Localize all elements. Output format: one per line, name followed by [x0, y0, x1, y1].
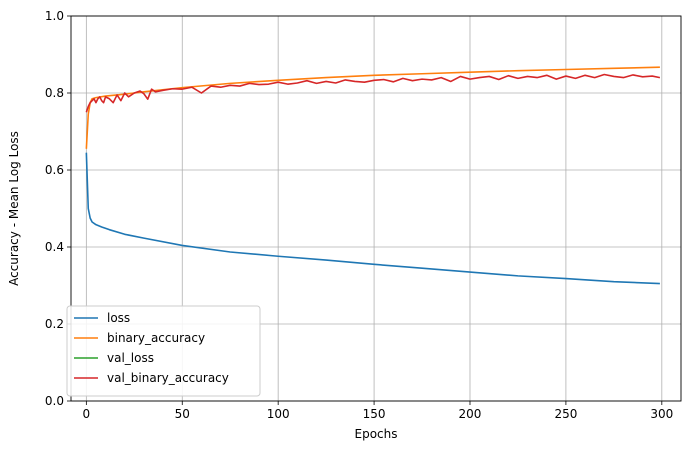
x-tick-label: 0 — [83, 407, 91, 421]
x-tick-label: 200 — [459, 407, 482, 421]
series-line-binary-accuracy — [85, 66, 660, 149]
plot-frame — [70, 15, 682, 402]
legend-entry: loss — [107, 311, 130, 325]
x-axis-label: Epochs — [355, 427, 398, 441]
x-tick-label: 250 — [554, 407, 577, 421]
y-tick-label: 1.0 — [45, 9, 64, 23]
y-tick-label: 0.2 — [45, 317, 64, 331]
legend-entry: binary_accuracy — [107, 331, 205, 345]
legend-entry: val_loss — [107, 351, 154, 365]
legend-entry: val_binary_accuracy — [107, 371, 229, 385]
x-tick-label: 50 — [175, 407, 190, 421]
ticks: 0 50 100 150 200 250 300 0.0 0.2 0.4 0.6 0.8 1.0 — [45, 9, 673, 421]
series-line-val-binary-accuracy — [85, 73, 661, 113]
y-tick-label: 0.0 — [45, 394, 64, 408]
x-tick-label: 100 — [267, 407, 290, 421]
y-tick-label: 0.8 — [45, 86, 64, 100]
y-tick-label: 0.6 — [45, 163, 64, 177]
legend-box — [66, 305, 261, 397]
y-tick-label: 0.4 — [45, 240, 64, 254]
series-line-loss — [85, 152, 660, 285]
legend: loss binary_accuracy val_loss val_binary_ac… — [66, 305, 261, 397]
x-tick-label: 300 — [650, 407, 673, 421]
y-axis-label: Accuracy - Mean Log Loss — [7, 131, 21, 286]
x-tick-label: 150 — [363, 407, 386, 421]
series-layer — [85, 66, 661, 285]
